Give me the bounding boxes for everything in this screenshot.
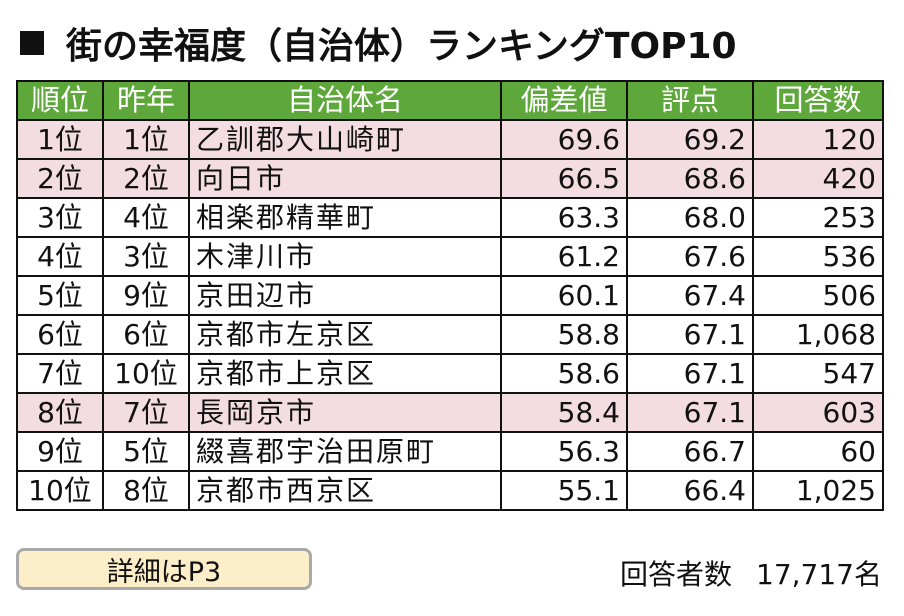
table-row: 3位 4位 相楽郡精華町 63.3 68.0 253 bbox=[16, 197, 884, 238]
cell-responses: 60 bbox=[752, 431, 884, 472]
cell-score: 66.4 bbox=[626, 470, 754, 511]
cell-last-year: 1位 bbox=[102, 119, 190, 160]
ranking-table: 順位 昨年 自治体名 偏差値 評点 回答数 1位 1位 乙訓郡大山崎町 69.6 69.… bbox=[16, 80, 884, 511]
cell-rank: 5位 bbox=[16, 275, 104, 316]
cell-municipality: 京都市左京区 bbox=[188, 314, 502, 355]
cell-last-year: 6位 bbox=[102, 314, 190, 355]
cell-score: 67.4 bbox=[626, 275, 754, 316]
cell-rank: 2位 bbox=[16, 158, 104, 199]
cell-score: 67.6 bbox=[626, 236, 754, 277]
cell-last-year: 7位 bbox=[102, 392, 190, 433]
cell-score: 68.6 bbox=[626, 158, 754, 199]
cell-deviation: 69.6 bbox=[500, 119, 628, 160]
table-row: 1位 1位 乙訓郡大山崎町 69.6 69.2 120 bbox=[16, 119, 884, 160]
cell-last-year: 9位 bbox=[102, 275, 190, 316]
cell-municipality: 綴喜郡宇治田原町 bbox=[188, 431, 502, 472]
cell-last-year: 2位 bbox=[102, 158, 190, 199]
cell-responses: 547 bbox=[752, 353, 884, 394]
header-score: 評点 bbox=[626, 80, 754, 121]
cell-rank: 10位 bbox=[16, 470, 104, 511]
cell-municipality: 乙訓郡大山崎町 bbox=[188, 119, 502, 160]
cell-municipality: 京都市西京区 bbox=[188, 470, 502, 511]
cell-responses: 536 bbox=[752, 236, 884, 277]
cell-responses: 603 bbox=[752, 392, 884, 433]
cell-last-year: 5位 bbox=[102, 431, 190, 472]
cell-last-year: 3位 bbox=[102, 236, 190, 277]
cell-municipality: 京都市上京区 bbox=[188, 353, 502, 394]
cell-rank: 3位 bbox=[16, 197, 104, 238]
cell-score: 67.1 bbox=[626, 314, 754, 355]
cell-deviation: 60.1 bbox=[500, 275, 628, 316]
cell-last-year: 8位 bbox=[102, 470, 190, 511]
cell-responses: 420 bbox=[752, 158, 884, 199]
cell-municipality: 長岡京市 bbox=[188, 392, 502, 433]
cell-municipality: 京田辺市 bbox=[188, 275, 502, 316]
cell-deviation: 56.3 bbox=[500, 431, 628, 472]
title-row: 街の幸福度（自治体）ランキングTOP10 bbox=[20, 14, 737, 72]
cell-score: 66.7 bbox=[626, 431, 754, 472]
cell-deviation: 58.8 bbox=[500, 314, 628, 355]
table-row: 9位 5位 綴喜郡宇治田原町 56.3 66.7 60 bbox=[16, 431, 884, 472]
cell-rank: 9位 bbox=[16, 431, 104, 472]
cell-score: 67.1 bbox=[626, 353, 754, 394]
header-responses: 回答数 bbox=[752, 80, 884, 121]
cell-municipality: 木津川市 bbox=[188, 236, 502, 277]
table-row: 10位 8位 京都市西京区 55.1 66.4 1,025 bbox=[16, 470, 884, 511]
table-row: 2位 2位 向日市 66.5 68.6 420 bbox=[16, 158, 884, 199]
table-row: 8位 7位 長岡京市 58.4 67.1 603 bbox=[16, 392, 884, 433]
cell-municipality: 相楽郡精華町 bbox=[188, 197, 502, 238]
header-deviation: 偏差値 bbox=[500, 80, 628, 121]
cell-responses: 253 bbox=[752, 197, 884, 238]
cell-municipality: 向日市 bbox=[188, 158, 502, 199]
header-rank: 順位 bbox=[16, 80, 104, 121]
cell-responses: 1,068 bbox=[752, 314, 884, 355]
cell-deviation: 66.5 bbox=[500, 158, 628, 199]
cell-rank: 8位 bbox=[16, 392, 104, 433]
table-body: 1位 1位 乙訓郡大山崎町 69.6 69.2 120 2位 2位 向日市 66.5 68.6 42… bbox=[16, 119, 884, 511]
header-last-year: 昨年 bbox=[102, 80, 190, 121]
page-title: 街の幸福度（自治体）ランキングTOP10 bbox=[66, 26, 737, 67]
respondent-count-value: 17,717名 bbox=[756, 558, 882, 591]
detail-page-button[interactable]: 詳細はP3 bbox=[16, 548, 312, 590]
header-municipality: 自治体名 bbox=[188, 80, 502, 121]
table-row: 7位 10位 京都市上京区 58.6 67.1 547 bbox=[16, 353, 884, 394]
cell-rank: 1位 bbox=[16, 119, 104, 160]
cell-score: 69.2 bbox=[626, 119, 754, 160]
cell-responses: 120 bbox=[752, 119, 884, 160]
table-header-row: 順位 昨年 自治体名 偏差値 評点 回答数 bbox=[16, 80, 884, 121]
cell-deviation: 55.1 bbox=[500, 470, 628, 511]
cell-deviation: 58.4 bbox=[500, 392, 628, 433]
respondent-count-label: 回答者数 bbox=[620, 558, 733, 591]
table-row: 4位 3位 木津川市 61.2 67.6 536 bbox=[16, 236, 884, 277]
respondent-count: 回答者数 17,717名 bbox=[620, 552, 882, 594]
cell-last-year: 10位 bbox=[102, 353, 190, 394]
cell-rank: 6位 bbox=[16, 314, 104, 355]
cell-deviation: 63.3 bbox=[500, 197, 628, 238]
cell-rank: 7位 bbox=[16, 353, 104, 394]
cell-responses: 1,025 bbox=[752, 470, 884, 511]
cell-last-year: 4位 bbox=[102, 197, 190, 238]
cell-responses: 506 bbox=[752, 275, 884, 316]
square-bullet-icon bbox=[20, 31, 44, 55]
cell-deviation: 61.2 bbox=[500, 236, 628, 277]
cell-rank: 4位 bbox=[16, 236, 104, 277]
table-row: 6位 6位 京都市左京区 58.8 67.1 1,068 bbox=[16, 314, 884, 355]
cell-score: 67.1 bbox=[626, 392, 754, 433]
table-row: 5位 9位 京田辺市 60.1 67.4 506 bbox=[16, 275, 884, 316]
cell-score: 68.0 bbox=[626, 197, 754, 238]
cell-deviation: 58.6 bbox=[500, 353, 628, 394]
